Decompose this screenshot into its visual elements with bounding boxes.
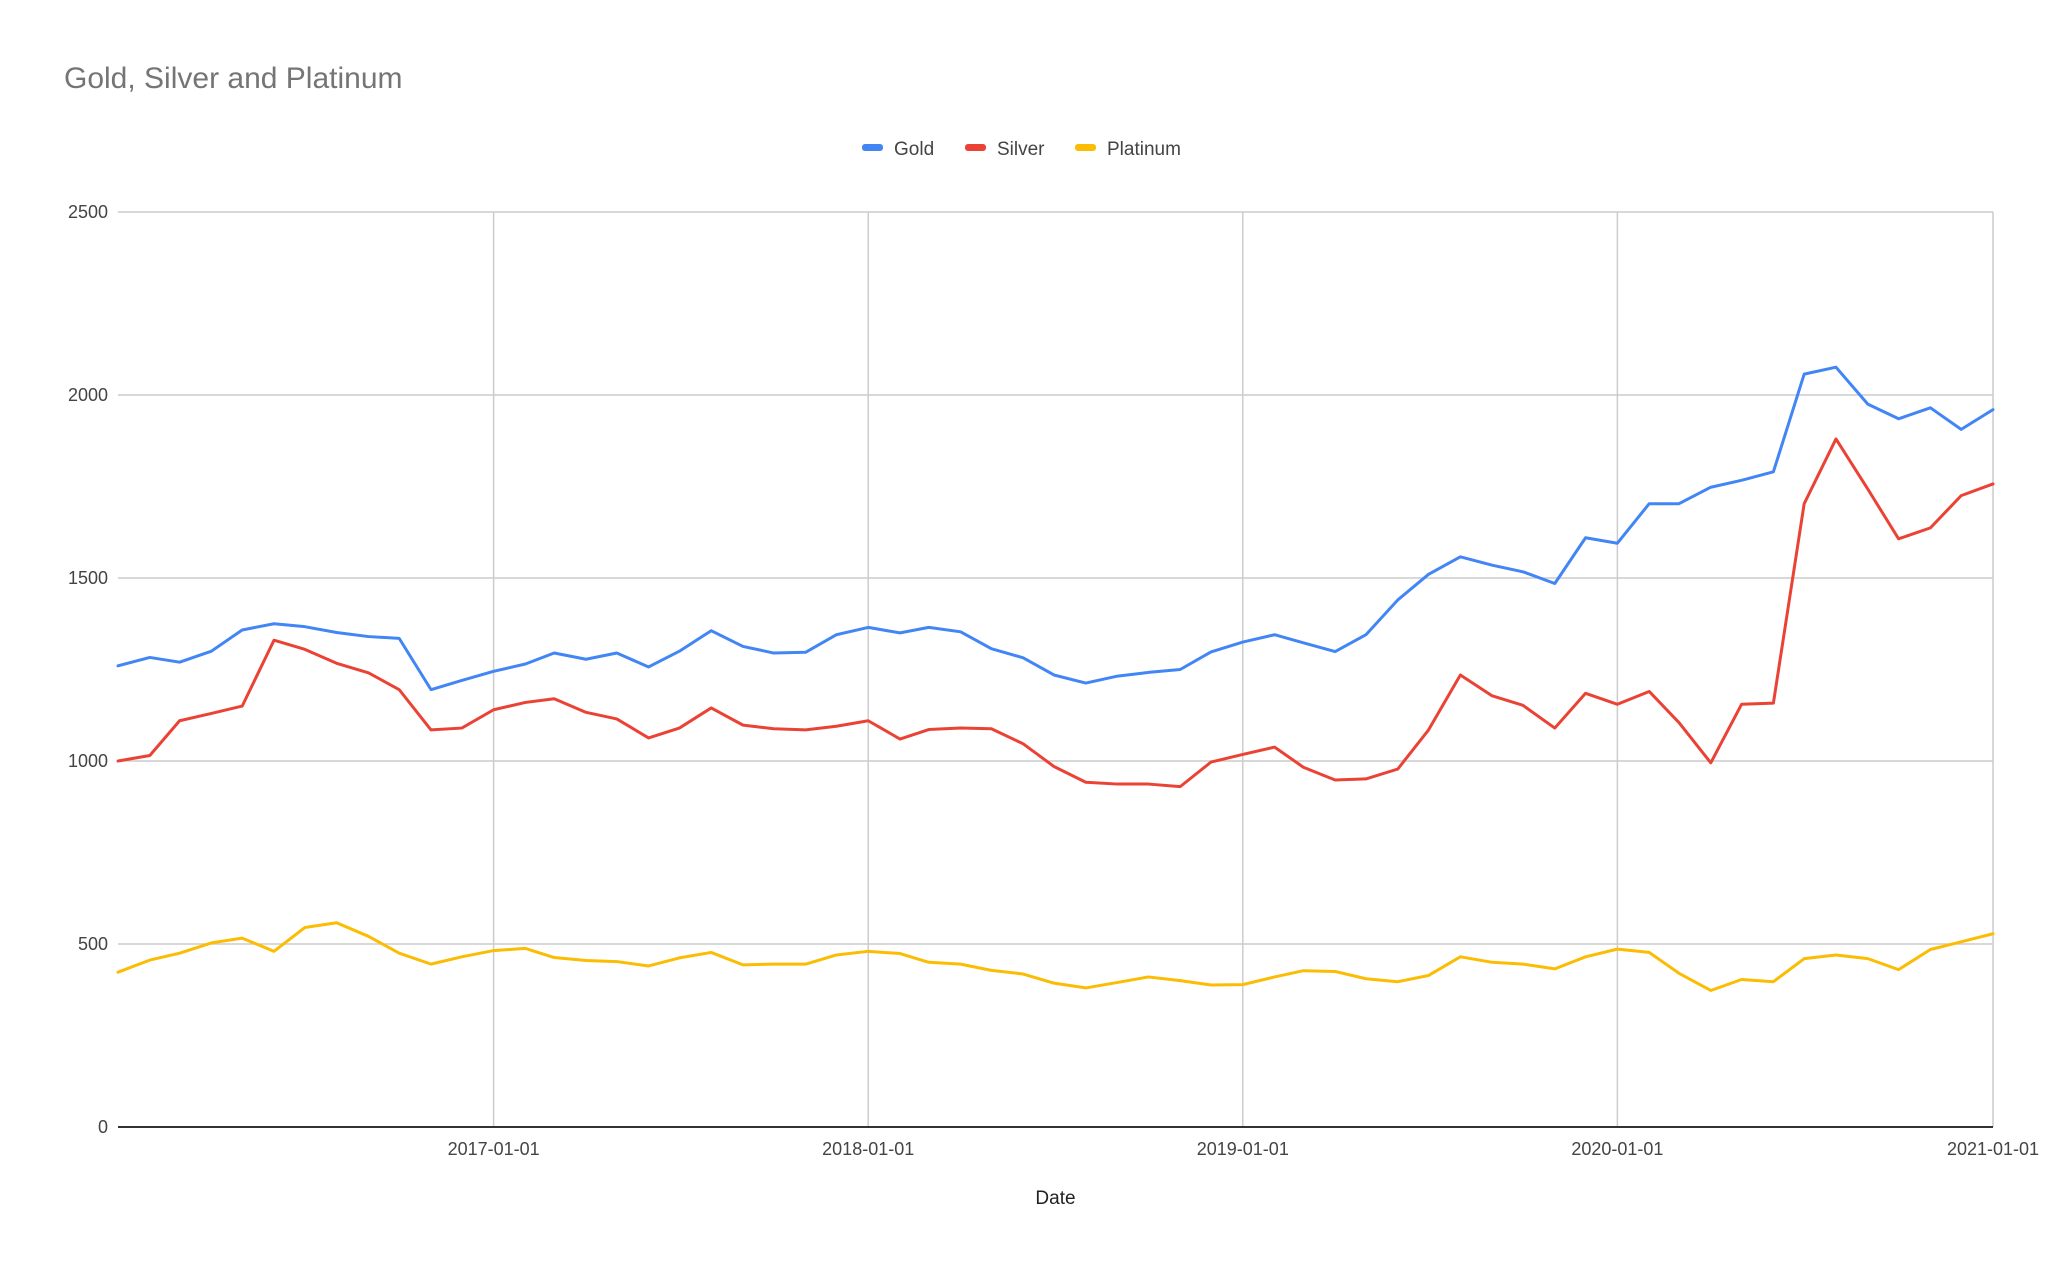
y-tick-label: 1000 <box>68 751 108 771</box>
x-tick-label: 2019-01-01 <box>1197 1139 1289 1159</box>
legend-item-platinum: Platinum <box>1075 139 1181 160</box>
legend-label: Silver <box>997 139 1045 160</box>
y-tick-label: 2500 <box>68 202 108 222</box>
x-tick-label: 2020-01-01 <box>1571 1139 1663 1159</box>
y-tick-label: 500 <box>78 934 108 954</box>
x-axis-title: Date <box>1035 1188 1075 1209</box>
x-tick-label: 2018-01-01 <box>822 1139 914 1159</box>
gridlines <box>118 211 1994 1127</box>
legend-swatch <box>862 144 883 151</box>
series-line-silver <box>116 437 1995 789</box>
x-axis-ticks: 2017-01-01 2018-01-01 2019-01-01 2020-01-01… <box>448 1139 2039 1159</box>
legend-swatch <box>965 144 986 151</box>
legend-label: Platinum <box>1107 139 1181 160</box>
series-lines <box>116 365 1995 992</box>
legend: Gold Silver Platinum <box>862 139 1181 160</box>
series-line-gold <box>116 365 1995 692</box>
legend-item-silver: Silver <box>965 139 1045 160</box>
y-tick-label: 0 <box>98 1117 108 1137</box>
legend-item-gold: Gold <box>862 139 934 160</box>
series-line-platinum <box>116 921 1995 992</box>
y-tick-label: 2000 <box>68 385 108 405</box>
legend-label: Gold <box>894 139 934 160</box>
x-tick-label: 2021-01-01 <box>1947 1139 2039 1159</box>
y-axis-ticks: 0 500 1000 1500 2000 2500 <box>68 202 108 1137</box>
chart-title: Gold, Silver and Platinum <box>64 62 403 95</box>
y-tick-label: 1500 <box>68 568 108 588</box>
legend-swatch <box>1075 144 1096 151</box>
x-tick-label: 2017-01-01 <box>448 1139 540 1159</box>
